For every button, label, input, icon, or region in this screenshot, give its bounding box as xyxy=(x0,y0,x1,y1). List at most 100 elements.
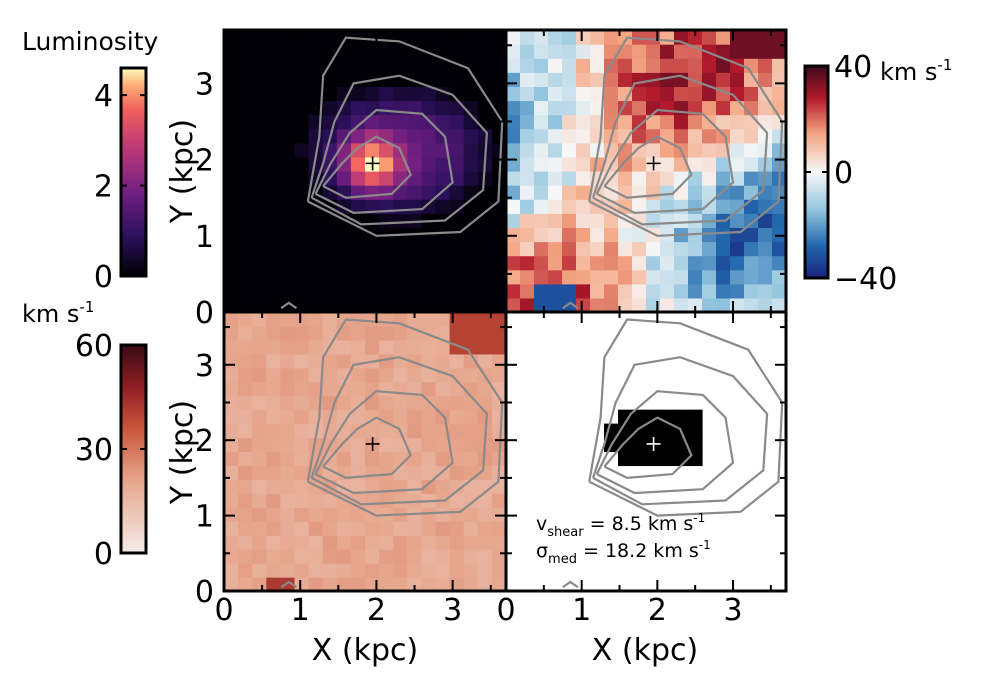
dispersion-pixel xyxy=(421,535,437,550)
velocity-pixel xyxy=(674,72,689,87)
velocity-pixel xyxy=(730,255,745,271)
luminosity-pixel xyxy=(308,86,324,102)
velocity-pixel xyxy=(702,255,717,271)
dispersion-pixel xyxy=(379,493,394,508)
velocity-pixel xyxy=(758,185,773,200)
luminosity-pixel xyxy=(463,58,479,73)
velocity-pixel xyxy=(716,100,731,116)
luminosity-pixel xyxy=(463,241,479,257)
dispersion-pixel xyxy=(477,451,493,467)
contour-line xyxy=(310,74,489,226)
luminosity-pixel xyxy=(224,171,239,186)
luminosity-pixel xyxy=(379,269,394,285)
luminosity-pixel xyxy=(435,269,451,285)
luminosity-pixel xyxy=(449,128,465,144)
dispersion-pixel xyxy=(336,312,352,327)
dispersion-pixel xyxy=(224,549,239,564)
luminosity-pixel xyxy=(365,199,380,214)
luminosity-pixel xyxy=(294,227,310,243)
dispersion-pixel xyxy=(294,409,310,425)
dispersion-pixel xyxy=(350,535,366,550)
dispersion-pixel xyxy=(266,395,281,411)
velocity-pixel xyxy=(562,128,577,144)
velocity-pixel xyxy=(590,255,605,271)
luminosity-pixel xyxy=(393,297,408,312)
dispersion-pixel xyxy=(224,521,239,536)
dispersion-pixel xyxy=(350,409,366,425)
luminosity-pixel xyxy=(407,114,422,130)
dispersion-pixel xyxy=(294,479,310,494)
velocity-pixel xyxy=(590,30,605,45)
dispersion-pixel xyxy=(308,563,324,578)
luminosity-pixel xyxy=(350,114,366,130)
dispersion-pixel xyxy=(365,563,380,578)
velocity-pixel xyxy=(604,241,619,257)
luminosity-pixel xyxy=(407,283,422,299)
velocity-pixel xyxy=(660,283,675,299)
velocity-pixel xyxy=(730,44,745,59)
luminosity-pixel xyxy=(407,156,422,172)
luminosity-pixel xyxy=(463,269,479,285)
luminosity-pixel xyxy=(365,213,380,228)
velocity-pixel xyxy=(618,227,633,243)
velocity-pixel xyxy=(576,58,591,73)
velocity-pixel xyxy=(534,269,549,285)
dispersion-pixel xyxy=(393,339,408,355)
velocity-pixel xyxy=(534,142,549,158)
luminosity-pixel xyxy=(463,30,479,45)
luminosity-pixel xyxy=(322,100,338,116)
dispersion-pixel xyxy=(238,479,253,494)
velocity-pixel xyxy=(716,227,731,243)
dispersion-pixel xyxy=(224,325,239,341)
luminosity-pixel xyxy=(308,283,324,299)
luminosity-pixel xyxy=(407,128,422,144)
luminosity-pixel xyxy=(477,30,493,45)
velocity-pixel xyxy=(632,269,647,285)
luminosity-pixel xyxy=(477,171,493,186)
dispersion-pixel xyxy=(449,493,465,508)
velocity-pixel xyxy=(534,255,549,271)
luminosity-pixel xyxy=(393,72,408,87)
dispersion-pixel xyxy=(294,353,310,369)
luminosity-pixel xyxy=(435,199,451,214)
dispersion-pixel xyxy=(350,367,366,383)
colorbar-tick-label: −40 xyxy=(834,262,897,297)
dispersion-pixel xyxy=(491,563,506,578)
velocity-pixel xyxy=(660,185,675,200)
vshear-annotation: vshear = 8.5 km s-1 xyxy=(536,511,705,540)
velocity-pixel xyxy=(772,86,786,102)
luminosity-pixel xyxy=(491,30,506,45)
luminosity-pixel xyxy=(407,100,422,116)
velocity-pixel xyxy=(590,72,605,87)
luminosity-pixel xyxy=(322,213,338,228)
velocity-pixel xyxy=(506,100,521,116)
velocity-pixel xyxy=(604,72,619,87)
dispersion-pixel xyxy=(350,507,366,522)
luminosity-pixel xyxy=(266,58,281,73)
luminosity-pixel xyxy=(365,114,380,130)
dispersion-pixel xyxy=(421,381,437,397)
center-marker xyxy=(365,156,380,171)
velocity-pixel xyxy=(744,100,759,116)
velocity-pixel xyxy=(758,114,773,130)
velocity-pixel xyxy=(646,269,661,285)
velocity-pixel xyxy=(590,100,605,116)
dispersion-pixel xyxy=(252,409,267,425)
velocity-pixel xyxy=(744,269,759,285)
velocity-pixel xyxy=(618,156,633,172)
dispersion-pixel xyxy=(379,451,394,467)
dispersion-pixel xyxy=(421,353,437,369)
contour-line xyxy=(562,580,579,589)
velocity-pixel xyxy=(632,58,647,73)
dispersion-pixel xyxy=(435,451,451,467)
luminosity-pixel xyxy=(463,283,479,299)
velocity-pixel xyxy=(688,297,703,312)
velocity-pixel xyxy=(548,58,563,73)
luminosity-pixel xyxy=(322,44,338,59)
luminosity-pixel xyxy=(224,213,239,228)
luminosity-pixel xyxy=(336,128,352,144)
velocity-map xyxy=(506,30,786,312)
luminosity-pixel xyxy=(266,171,281,186)
dispersion-pixel xyxy=(266,563,281,578)
dispersion-pixel xyxy=(294,521,310,536)
